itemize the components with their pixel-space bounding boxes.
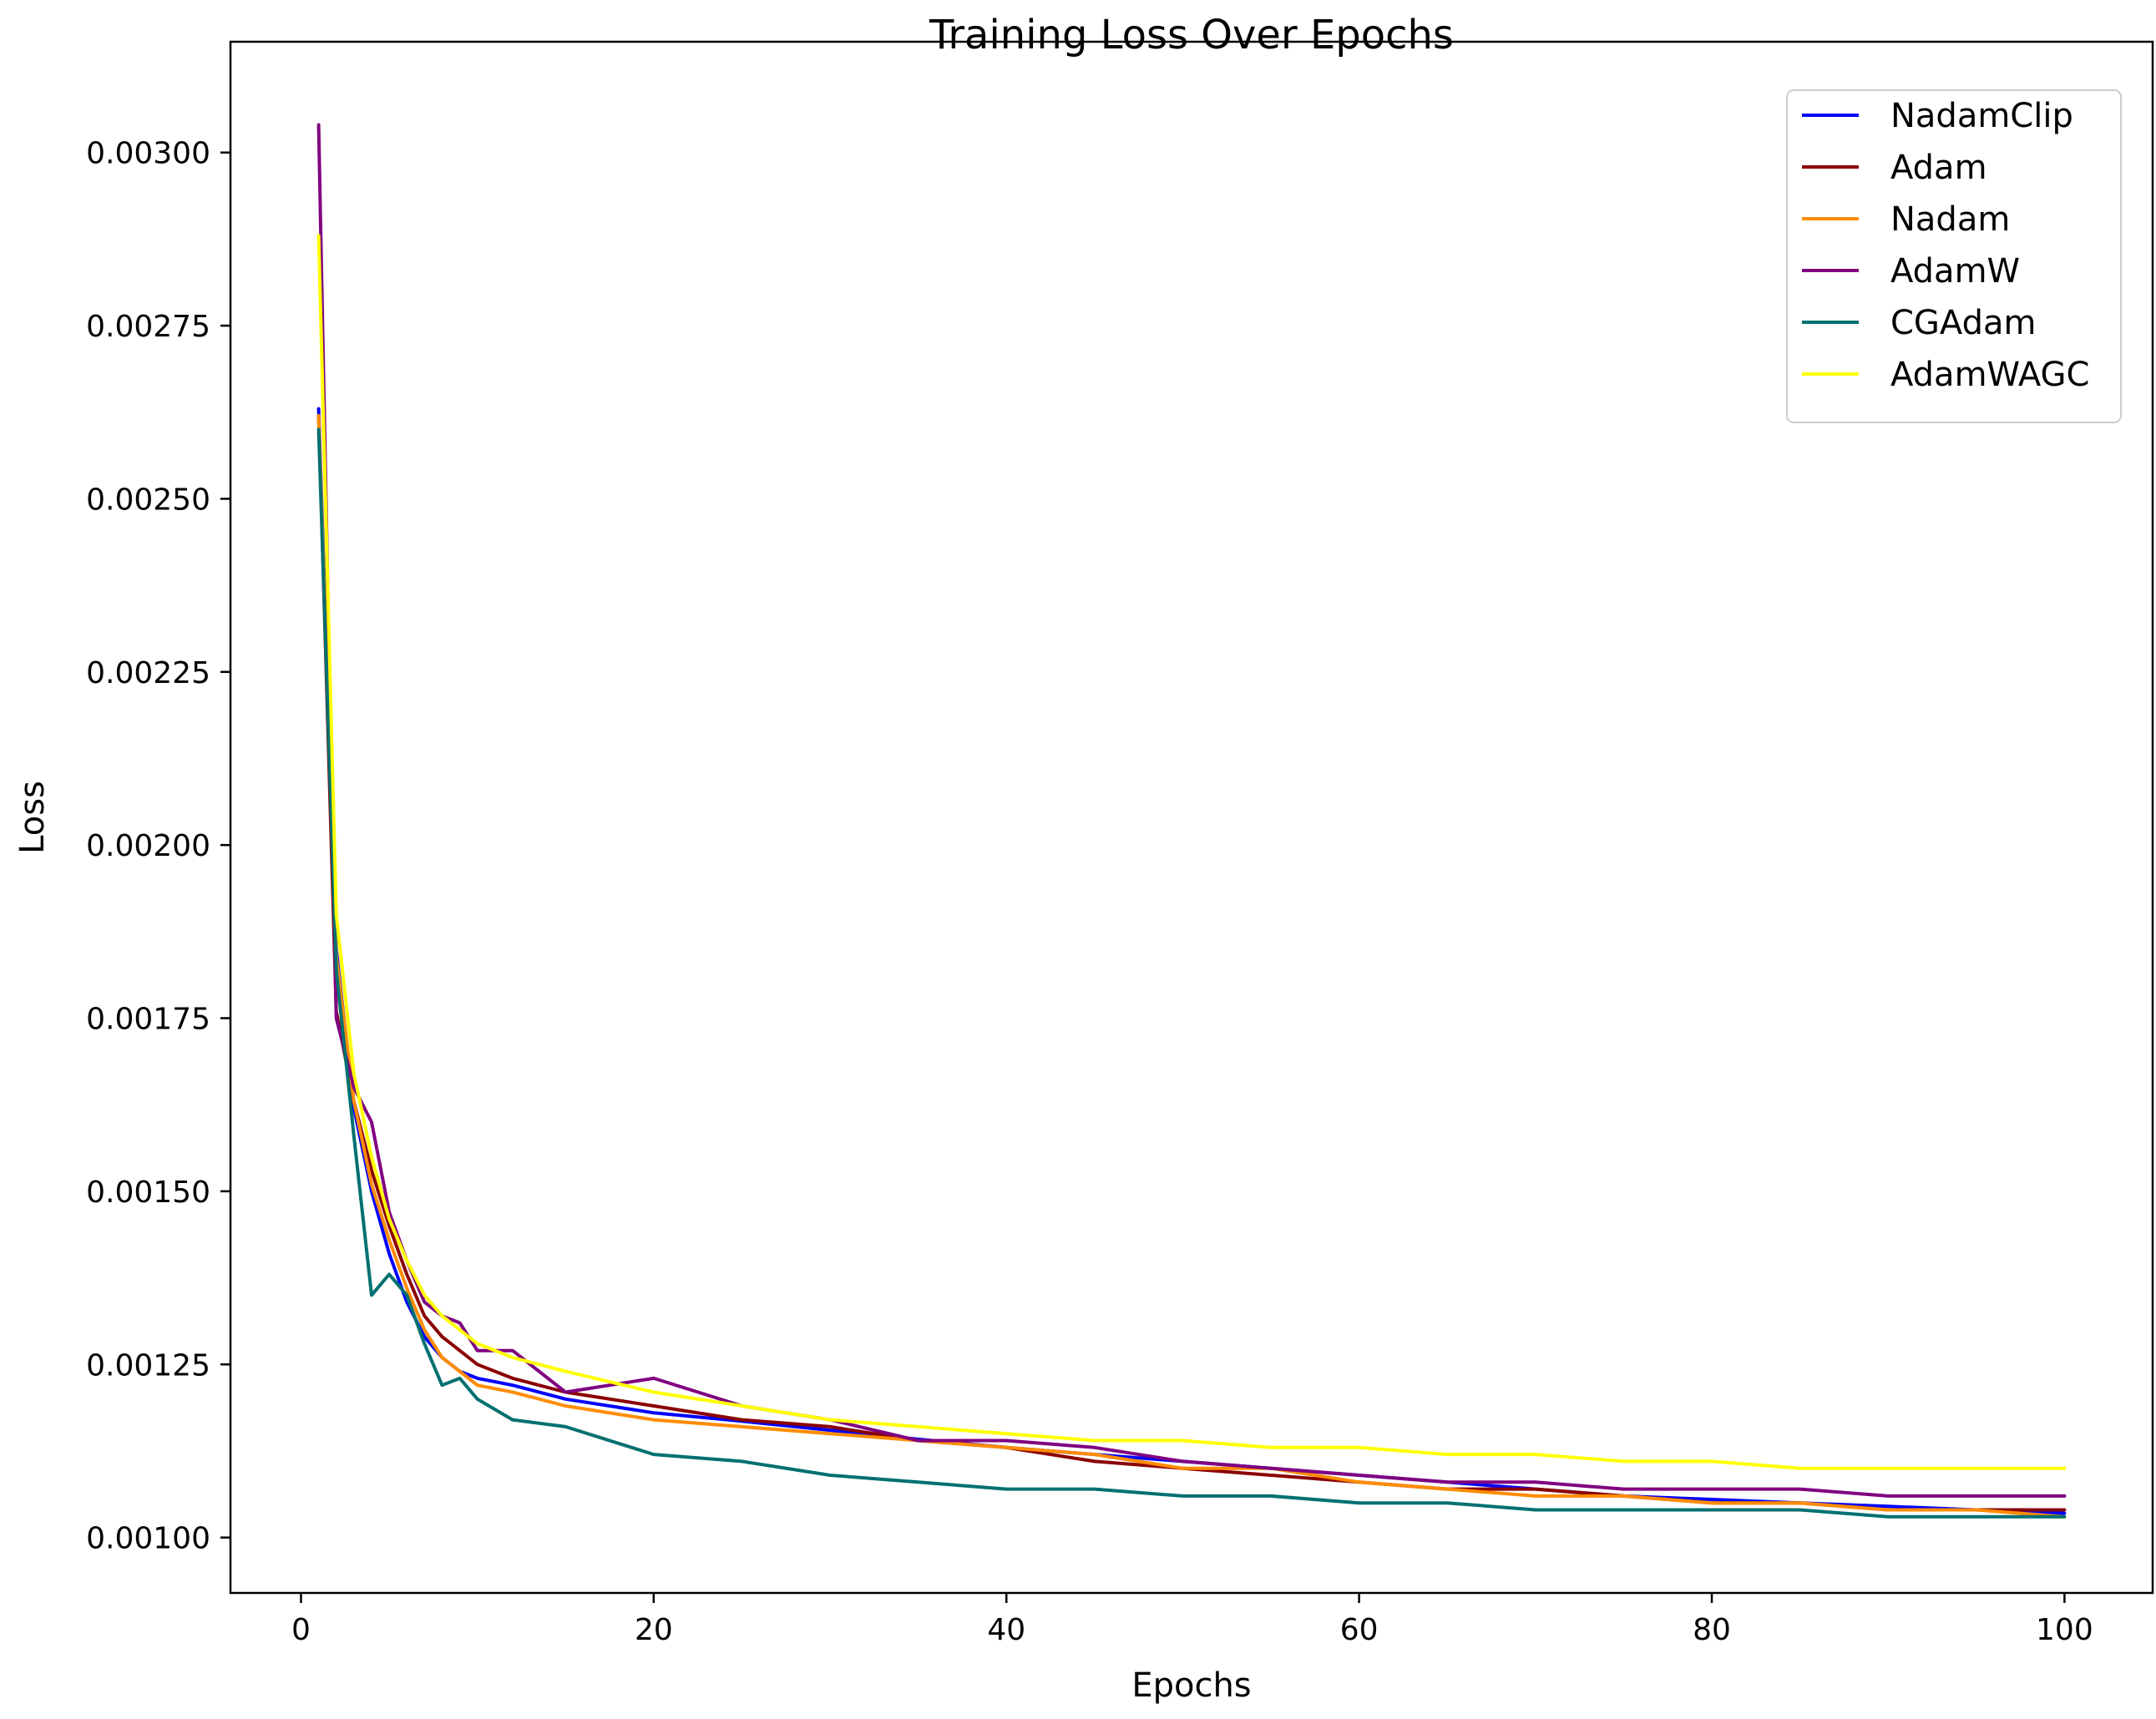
- legend: NadamClip Adam Nadam AdamW CGAdam AdamWAGC: [1786, 89, 2122, 423]
- x-tick-label: 40: [987, 1613, 1025, 1647]
- series-line-nadam: [316, 413, 2067, 1519]
- x-tick-label: 20: [635, 1613, 673, 1647]
- y-tick-label: 0.00150: [86, 1175, 210, 1210]
- x-tick-label: 80: [1693, 1613, 1731, 1647]
- x-tick-label: 100: [2036, 1613, 2093, 1647]
- legend-label-cgadam: CGAdam: [1890, 304, 2036, 342]
- axes: 0 20 40 60 80 100 0.00100 0.00125 0.00150 0.00175…: [86, 40, 2154, 1647]
- y-tick-label: 0.00250: [86, 483, 210, 517]
- x-tick-label: 60: [1340, 1613, 1379, 1647]
- plot-frame: [229, 40, 2154, 1595]
- y-tick-label: 0.00100: [86, 1522, 210, 1556]
- y-tick-label: 0.00125: [86, 1348, 210, 1383]
- y-tick-label: 0.00300: [86, 137, 210, 171]
- x-tick-label: 0: [291, 1613, 311, 1647]
- x-axis-label: Epochs: [1131, 1666, 1251, 1705]
- series-line-nadamclip: [316, 407, 2067, 1515]
- legend-label-nadam: Nadam: [1890, 200, 2010, 239]
- series-line-adamwagc: [316, 234, 2067, 1470]
- series-line-adam: [316, 413, 2067, 1512]
- y-tick-label: 0.00225: [86, 656, 210, 690]
- plot-area: [316, 123, 2067, 1519]
- series-line-cgadam: [316, 427, 2067, 1519]
- legend-box: [1786, 89, 2122, 423]
- y-tick-label: 0.00200: [86, 829, 210, 863]
- y-axis-label: Loss: [13, 781, 52, 854]
- legend-label-adamw: AdamW: [1890, 252, 2020, 291]
- legend-label-adamwagc: AdamWAGC: [1890, 356, 2089, 394]
- legend-label-nadamclip: NadamClip: [1890, 97, 2073, 135]
- chart-title: Training Loss Over Epochs: [929, 12, 1454, 58]
- y-tick-label: 0.00275: [86, 310, 210, 344]
- y-tick-label: 0.00175: [86, 1003, 210, 1037]
- legend-label-adam: Adam: [1890, 149, 1987, 187]
